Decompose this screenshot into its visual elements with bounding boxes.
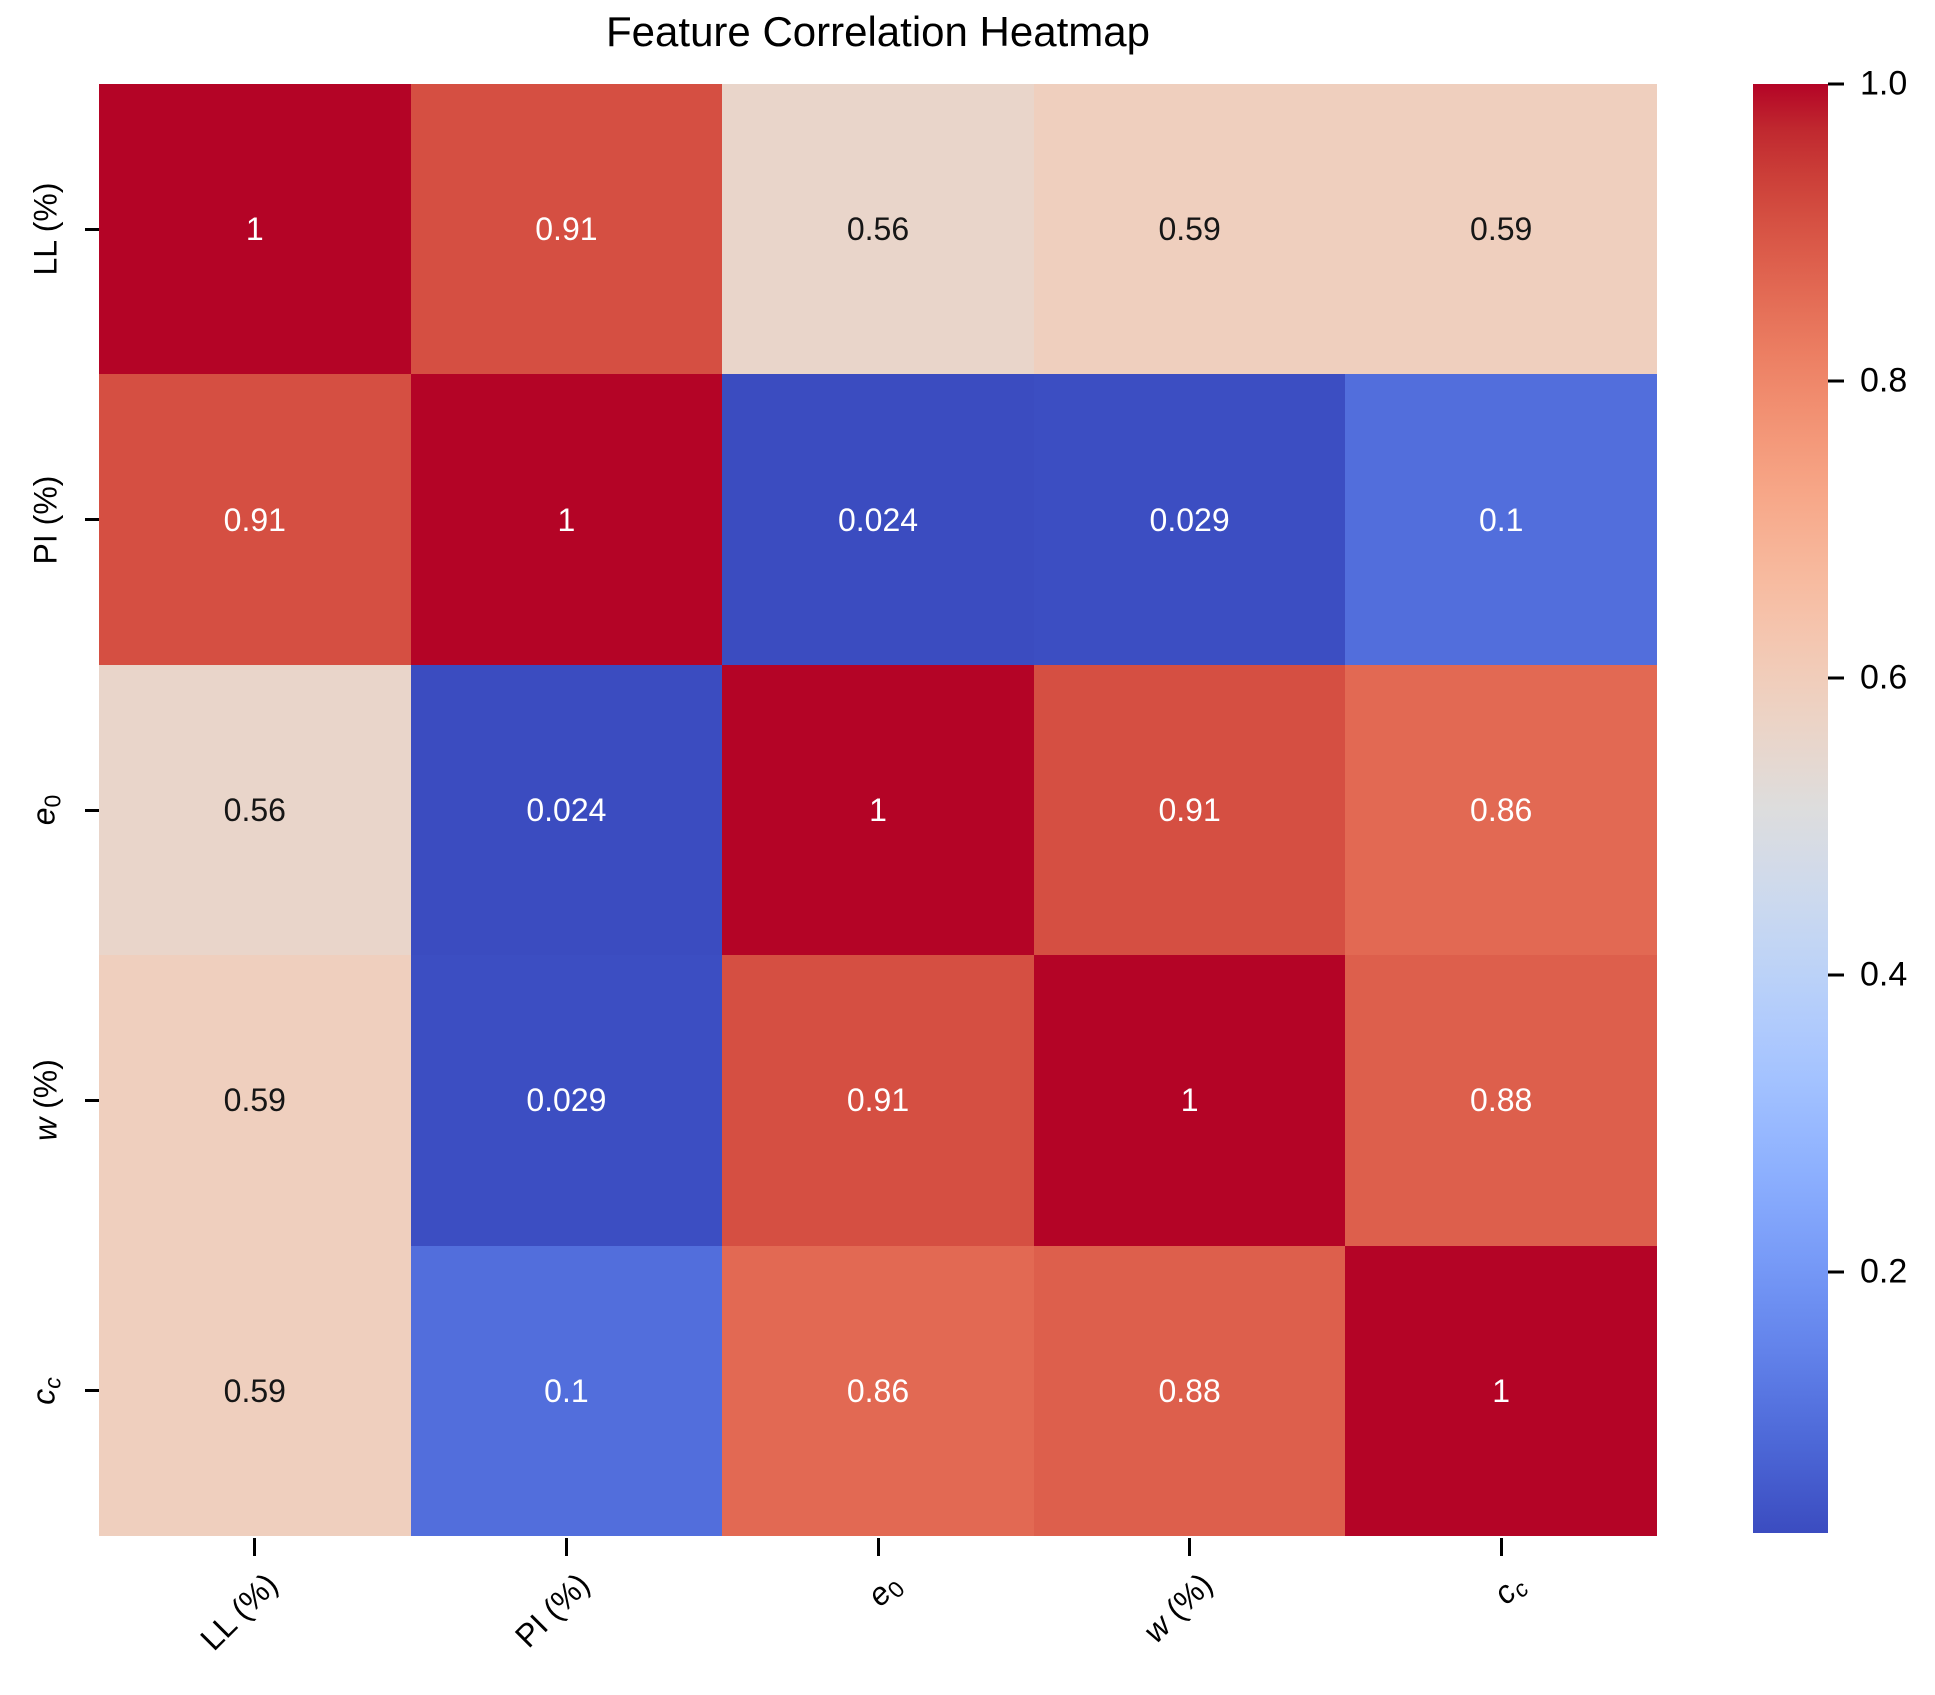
cell-value: 0.029 [526, 1082, 607, 1119]
cell-value: 0.86 [846, 1372, 910, 1409]
heatmap-cell-e0-x-cc: 0.86 [1345, 664, 1657, 956]
cell-value: 0.91 [535, 211, 598, 248]
heatmap-cell-PI (%)-x-e0: 0.024 [722, 374, 1034, 665]
cell-value: 0.91 [223, 501, 286, 538]
x-tick-mark [253, 1538, 257, 1556]
colorbar-gradient [1753, 84, 1828, 1533]
heatmap-cell-w (%)-x-PI (%): 0.029 [410, 955, 723, 1246]
colorbar-tick-mark [1828, 973, 1844, 977]
x-axis-label-e0: e0 [860, 1566, 910, 1616]
heatmap-cell-cc-x-cc: 1 [1345, 1245, 1657, 1536]
heatmap-cell-PI (%)-x-cc: 0.1 [1345, 374, 1657, 665]
cell-value: 1 [869, 791, 887, 828]
heatmap-cell-w (%)-x-w (%): 1 [1033, 955, 1346, 1246]
y-tick-mark [85, 518, 99, 522]
heatmap-cell-cc-x-PI (%): 0.1 [410, 1245, 723, 1536]
axis-label-segment: LL (%) [27, 182, 64, 276]
colorbar-tick-mark [1828, 379, 1844, 383]
cell-value: 0.024 [526, 791, 607, 828]
heatmap-cell-LL (%)-x-w (%): 0.59 [1033, 84, 1346, 375]
x-tick-mark [1188, 1538, 1192, 1556]
cell-value: 0.1 [1478, 501, 1524, 538]
y-axis-label-cc: cc [26, 1377, 67, 1405]
heatmap-cell-e0-x-w (%): 0.91 [1033, 664, 1346, 956]
axis-label-segment: PI (%) [27, 475, 64, 565]
axis-label-segment: (%) [27, 1059, 64, 1119]
y-tick-mark [85, 227, 99, 231]
colorbar-tick-label: 0.4 [1860, 955, 1908, 994]
heatmap-cell-e0-x-PI (%): 0.024 [410, 664, 723, 956]
x-axis-label-PI (%): PI (%) [508, 1566, 597, 1655]
heatmap-cell-PI (%)-x-LL (%): 0.91 [99, 374, 411, 665]
x-tick-mark [1499, 1538, 1503, 1556]
heatmap-cell-PI (%)-x-PI (%): 1 [410, 374, 723, 665]
cell-value: 0.91 [1158, 791, 1221, 828]
heatmap-cell-LL (%)-x-e0: 0.56 [722, 84, 1034, 375]
cell-value: 1 [1180, 1082, 1199, 1119]
colorbar-tick-label: 0.6 [1860, 658, 1908, 697]
colorbar-tick-label: 0.2 [1860, 1252, 1908, 1291]
cell-value: 0.59 [1470, 211, 1533, 248]
heatmap-cell-e0-x-e0: 1 [722, 664, 1034, 956]
heatmap-cell-cc-x-e0: 0.86 [722, 1245, 1034, 1536]
axis-label-segment: w [27, 1118, 64, 1142]
cell-value: 0.88 [1470, 1082, 1533, 1119]
axis-label-segment: PI (%) [507, 1566, 596, 1655]
cell-value: 0.59 [223, 1082, 286, 1119]
heatmap-cell-w (%)-x-cc: 0.88 [1345, 955, 1657, 1246]
axis-label-segment: 0 [39, 794, 66, 808]
y-tick-mark [85, 1389, 99, 1393]
heatmap-cell-LL (%)-x-cc: 0.59 [1345, 84, 1657, 375]
heatmap-cell-w (%)-x-LL (%): 0.59 [99, 955, 411, 1246]
y-axis-label-LL (%): LL (%) [28, 183, 65, 276]
cell-value: 0.024 [837, 501, 919, 538]
x-axis-label-cc: cc [1486, 1566, 1534, 1614]
cell-value: 0.86 [1470, 791, 1533, 828]
colorbar-tick-label: 0.8 [1860, 361, 1908, 400]
cell-value: 0.91 [846, 1082, 910, 1119]
cell-value: 0.56 [846, 211, 910, 248]
x-axis-label-LL (%): LL (%) [193, 1566, 285, 1658]
y-tick-mark [85, 808, 99, 812]
colorbar-tick-label: 1.0 [1860, 64, 1908, 103]
cell-value: 0.59 [1158, 211, 1221, 248]
cell-value: 0.59 [223, 1372, 286, 1409]
cell-value: 0.1 [544, 1372, 589, 1409]
chart-title: Feature Correlation Heatmap [606, 8, 1150, 55]
y-axis-label-e0: e0 [26, 795, 67, 826]
cell-value: 0.56 [223, 791, 286, 828]
cell-value: 1 [1492, 1372, 1511, 1409]
axis-label-segment: c [39, 1377, 66, 1389]
axis-label-segment: LL (%) [193, 1566, 285, 1658]
y-axis-label-PI (%): PI (%) [28, 475, 65, 564]
heatmap-cell-PI (%)-x-w (%): 0.029 [1033, 374, 1346, 665]
axis-label-segment: c [25, 1388, 62, 1405]
cell-value: 0.88 [1158, 1372, 1221, 1409]
axis-label-segment: e [25, 807, 62, 826]
cell-value: 0.029 [1149, 501, 1230, 538]
heatmap-cell-e0-x-LL (%): 0.56 [99, 664, 411, 956]
heatmap-cell-cc-x-LL (%): 0.59 [99, 1245, 411, 1536]
colorbar-tick-mark [1828, 676, 1844, 680]
heatmap-cell-LL (%)-x-LL (%): 1 [99, 84, 411, 375]
cell-value: 1 [557, 501, 576, 538]
colorbar-tick-mark [1828, 82, 1844, 86]
x-tick-mark [564, 1538, 568, 1556]
heatmap-cell-LL (%)-x-PI (%): 0.91 [410, 84, 723, 375]
heatmap-cell-cc-x-w (%): 0.88 [1033, 1245, 1346, 1536]
y-tick-mark [85, 1098, 99, 1102]
heatmap-grid: 1 0.91 0.56 0.59 0.59 0.91 1 0.024 0.029 0.1 0.56 0… [99, 84, 1657, 1536]
heatmap-cell-w (%)-x-e0: 0.91 [722, 955, 1034, 1246]
x-tick-mark [876, 1538, 880, 1556]
y-axis-label-w (%): w (%) [28, 1060, 65, 1142]
colorbar-tick-mark [1828, 1270, 1844, 1274]
cell-value: 1 [245, 211, 264, 248]
x-axis-label-w (%): w (%) [1136, 1566, 1220, 1650]
